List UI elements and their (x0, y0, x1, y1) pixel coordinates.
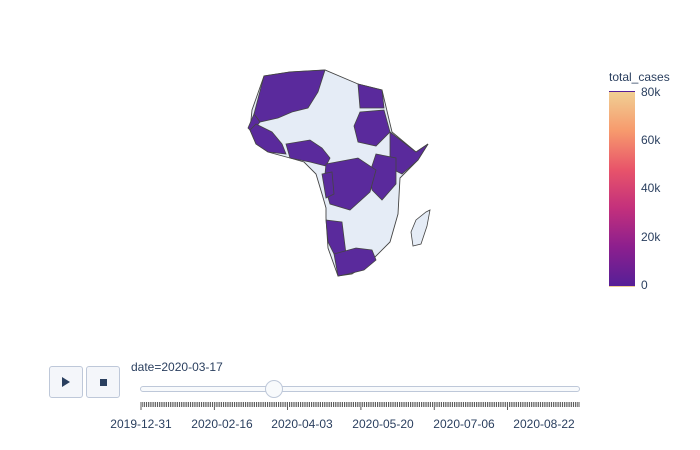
slider-tick-label[interactable]: 2020-02-16 (191, 417, 253, 431)
region-sudan (353, 109, 391, 147)
region-egypt (357, 83, 385, 109)
madagascar (410, 209, 431, 247)
slider-tick-label[interactable]: 2020-08-22 (513, 417, 575, 431)
stop-button[interactable] (86, 366, 120, 398)
region-gulf-of-guinea (285, 139, 331, 167)
slider-current-date: 2020-03-17 (161, 360, 223, 374)
slider-current-label: date= (131, 360, 162, 374)
slider-tick-label[interactable]: 2019-12-31 (110, 417, 172, 431)
play-icon (62, 377, 70, 387)
slider-tick-label[interactable]: 2020-05-20 (352, 417, 414, 431)
colorbar-title: total_cases (609, 70, 670, 84)
region-south-africa (333, 247, 377, 277)
slider-current-value: date=2020-03-17 (131, 360, 223, 374)
slider-grip[interactable] (264, 380, 283, 398)
colorbar-tick: 60k (641, 133, 661, 147)
slider-rail[interactable] (140, 386, 580, 392)
choropleth-map[interactable] (230, 62, 450, 282)
colorbar-tick: 20k (641, 230, 661, 244)
colorbar-tick: 80k (641, 85, 661, 99)
colorbar-tick: 40k (641, 181, 661, 195)
region-west-africa-coast (249, 123, 287, 155)
region-congo-coast (321, 171, 335, 199)
stop-icon (99, 378, 107, 386)
colorbar-tick: 0 (641, 278, 648, 292)
slider-ticks (140, 402, 580, 410)
play-button[interactable] (49, 366, 83, 398)
slider-tick-label[interactable]: 2020-04-03 (271, 417, 333, 431)
slider-tick-label[interactable]: 2020-07-06 (433, 417, 495, 431)
colorbar (609, 91, 635, 287)
